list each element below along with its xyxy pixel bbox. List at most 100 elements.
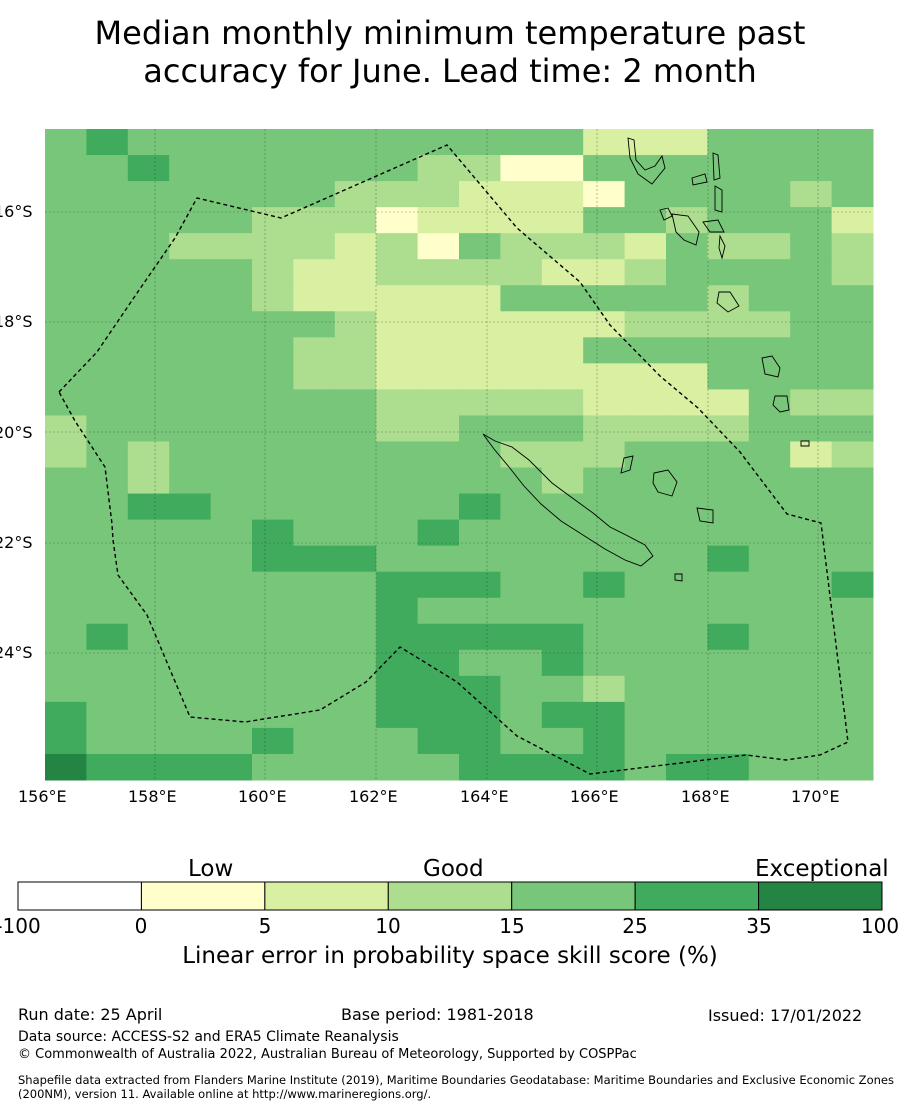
grid-cell bbox=[252, 129, 294, 156]
grid-cell bbox=[252, 571, 294, 599]
grid-cell bbox=[831, 571, 874, 599]
title-line-1: Median monthly minimum temperature past bbox=[94, 14, 806, 52]
grid-cell bbox=[707, 571, 750, 599]
grid-cell bbox=[666, 623, 708, 651]
grid-cell bbox=[45, 571, 87, 599]
grid-cell bbox=[376, 571, 419, 599]
grid-cell bbox=[252, 389, 294, 416]
grid-cell bbox=[500, 545, 543, 573]
grid-cell bbox=[624, 493, 667, 521]
grid-cell bbox=[624, 701, 667, 729]
grid-cell bbox=[583, 259, 626, 286]
grid-cell bbox=[541, 233, 584, 260]
lon-label-160e: 160°E bbox=[238, 787, 287, 806]
grid-cell bbox=[583, 441, 626, 469]
grid-cell bbox=[127, 207, 170, 234]
grid-cell bbox=[790, 441, 833, 469]
grid-cell bbox=[500, 285, 543, 312]
grid-cell bbox=[707, 155, 750, 182]
grid-cell bbox=[666, 545, 708, 573]
grid-cell bbox=[334, 337, 377, 364]
grid-cell bbox=[210, 337, 253, 364]
grid-cell bbox=[169, 337, 212, 364]
grid-cell bbox=[583, 181, 626, 208]
grid-cell bbox=[666, 415, 708, 442]
grid-cell bbox=[127, 259, 170, 286]
grid-cell bbox=[666, 493, 708, 521]
grid-cell bbox=[417, 701, 460, 729]
grid-cell bbox=[169, 311, 212, 338]
grid-cell bbox=[127, 415, 170, 442]
grid-cell bbox=[293, 259, 336, 286]
grid-cell bbox=[293, 415, 336, 442]
grid-cell bbox=[707, 753, 750, 781]
grid-cell bbox=[210, 727, 253, 755]
grid-cell bbox=[500, 571, 543, 599]
chart-title: Median monthly minimum temperature past … bbox=[0, 14, 900, 90]
grid-cell bbox=[417, 259, 460, 286]
grid-cell bbox=[790, 207, 833, 234]
grid-cell bbox=[45, 337, 87, 364]
grid-cell bbox=[169, 623, 212, 651]
grid-cell bbox=[376, 233, 419, 260]
grid-cell bbox=[500, 155, 543, 182]
grid-cell bbox=[376, 441, 419, 469]
grid-cell bbox=[252, 337, 294, 364]
grid-cell bbox=[169, 597, 212, 625]
grid-cell bbox=[210, 311, 253, 338]
grid-cell bbox=[86, 675, 129, 703]
grid-cell bbox=[541, 285, 584, 312]
grid-cell bbox=[459, 389, 501, 416]
grid-cell bbox=[127, 649, 170, 677]
grid-cell bbox=[417, 571, 460, 599]
grid-cell bbox=[790, 623, 833, 651]
grid-cell bbox=[252, 493, 294, 521]
grid-cell bbox=[45, 285, 87, 312]
grid-cell bbox=[252, 467, 294, 495]
grid-cell bbox=[748, 337, 791, 364]
grid-cell bbox=[293, 389, 336, 416]
grid-cell bbox=[790, 493, 833, 521]
grid-cell bbox=[831, 467, 874, 495]
grid-cell bbox=[707, 701, 750, 729]
grid-cell bbox=[376, 493, 419, 521]
grid-cell bbox=[210, 545, 253, 573]
grid-cell bbox=[583, 363, 626, 390]
grid-cell bbox=[666, 285, 708, 312]
grid-cell bbox=[417, 623, 460, 651]
grid-cell bbox=[500, 207, 543, 234]
grid-cell bbox=[500, 441, 543, 469]
grid-cell bbox=[127, 623, 170, 651]
grid-cell bbox=[583, 389, 626, 416]
grid-cell bbox=[624, 597, 667, 625]
grid-cell bbox=[459, 597, 501, 625]
grid-cell bbox=[169, 233, 212, 260]
grid-cell bbox=[831, 415, 874, 442]
grid-cell bbox=[831, 493, 874, 521]
grid-cell bbox=[376, 259, 419, 286]
grid-cell bbox=[376, 415, 419, 442]
grid-cell bbox=[500, 389, 543, 416]
grid-cell bbox=[790, 181, 833, 208]
grid-cell bbox=[210, 675, 253, 703]
grid-cell bbox=[169, 389, 212, 416]
grid-cell bbox=[500, 623, 543, 651]
grid-cell bbox=[459, 545, 501, 573]
grid-cell bbox=[707, 623, 750, 651]
grid-cell bbox=[541, 545, 584, 573]
grid-cell bbox=[583, 233, 626, 260]
grid-cell bbox=[541, 415, 584, 442]
grid-cell bbox=[45, 259, 87, 286]
grid-cell bbox=[252, 623, 294, 651]
lat-label-22s: 22°S bbox=[0, 533, 33, 552]
colorbar-swatch-5 bbox=[634, 881, 760, 911]
grid-cell bbox=[252, 311, 294, 338]
grid-cell bbox=[790, 753, 833, 781]
grid-cell bbox=[707, 259, 750, 286]
grid-cell bbox=[707, 519, 750, 547]
grid-cell bbox=[666, 701, 708, 729]
grid-cell bbox=[748, 649, 791, 677]
grid-cell bbox=[459, 727, 501, 755]
grid-cell bbox=[334, 233, 377, 260]
grid-cell bbox=[624, 363, 667, 390]
